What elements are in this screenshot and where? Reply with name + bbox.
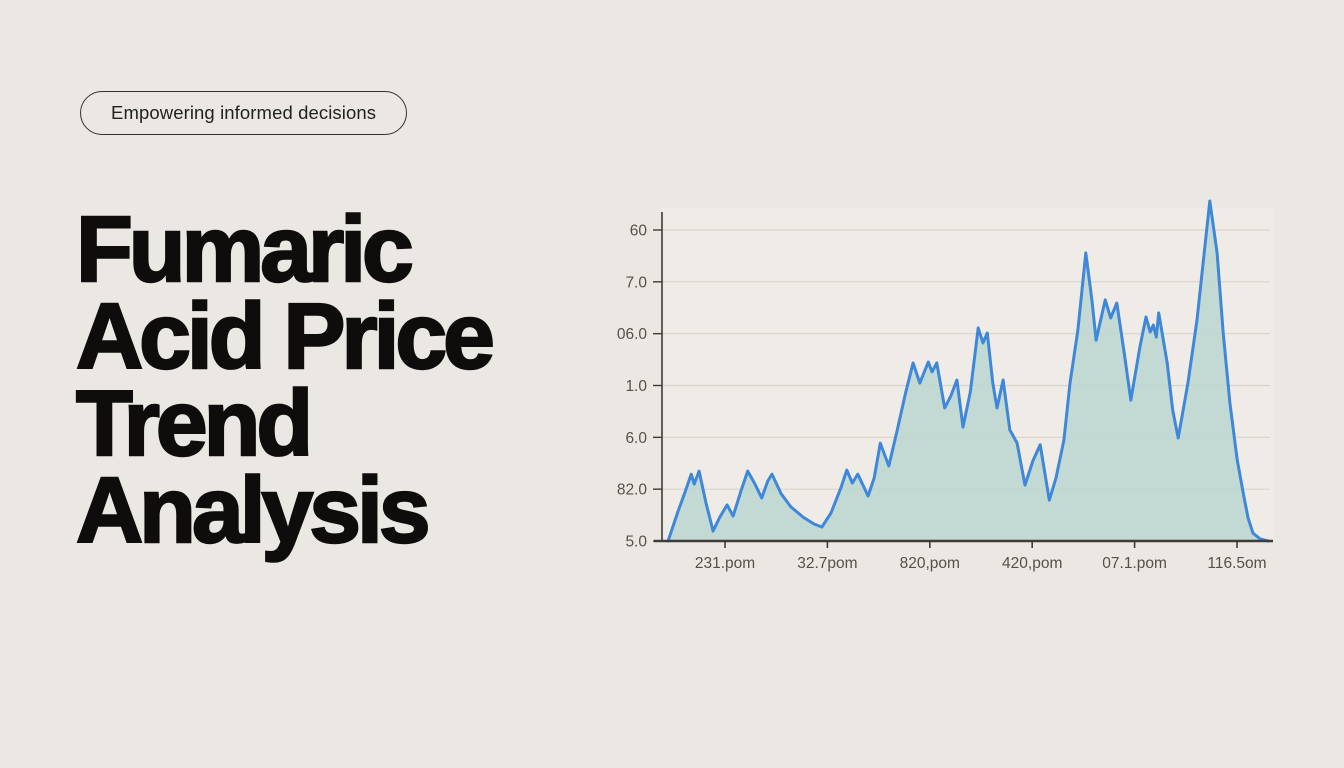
page-title: Fumaric Acid Price Trend Analysis	[75, 197, 496, 562]
x-axis-label: 07.1.pom	[1102, 555, 1167, 572]
tagline-badge: Empowering informed decisions	[80, 91, 408, 135]
chart-panel: 60 7.0 06.0 1.0 6.0 82.0 5.0 231.pom 32.7pom 820,…	[580, 180, 1300, 590]
title-line-2: Acid Price	[75, 284, 496, 388]
chart-area-fill	[668, 201, 1269, 541]
tagline-badge-label: Empowering informed decisions	[111, 102, 377, 123]
title-line-3: Trend	[75, 371, 315, 475]
y-axis-label: 5.0	[625, 534, 647, 551]
y-axis-label: 60	[630, 223, 648, 240]
price-trend-chart: 60 7.0 06.0 1.0 6.0 82.0 5.0 231.pom 32.7pom 820,…	[617, 199, 1274, 572]
x-axis-label: 420,pom	[1002, 555, 1062, 572]
y-axis-label: 1.0	[625, 378, 647, 395]
y-axis-label: 06.0	[617, 326, 648, 343]
title-line-1: Fumaric	[75, 197, 415, 301]
y-axis-label: 82.0	[617, 482, 648, 499]
y-axis-label: 6.0	[625, 430, 647, 447]
x-axis-label: 32.7pom	[797, 555, 857, 572]
x-axis-label: 820,pom	[900, 555, 960, 572]
y-axis-label: 7.0	[625, 274, 647, 291]
x-axis-label: 231.pom	[695, 555, 755, 572]
title-line-4: Analysis	[75, 458, 432, 562]
chart-line	[666, 199, 1270, 543]
x-axis-label: 116.5om	[1207, 555, 1266, 572]
